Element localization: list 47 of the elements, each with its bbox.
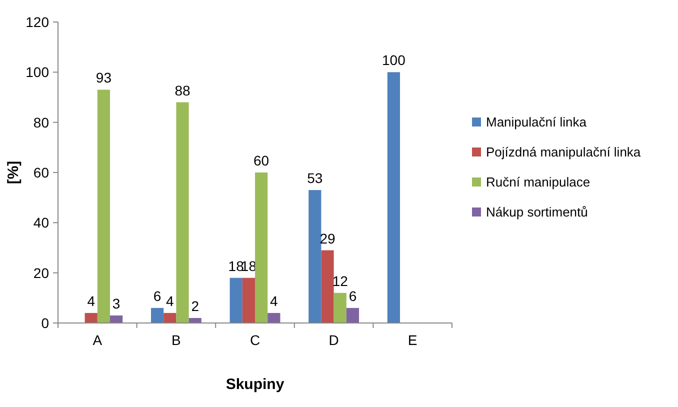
bar [346,308,360,323]
bar [334,292,346,323]
data-label: 53 [307,170,323,186]
legend-label: Ruční manipulace [486,174,590,190]
bar [84,312,98,323]
bar [110,315,123,323]
y-tick-label: 80 [33,114,50,130]
bar [230,278,242,323]
y-tick-label: 100 [26,64,50,80]
bar [150,308,164,323]
x-tick-label: D [328,332,339,348]
data-label: 100 [382,52,406,68]
y-tick-label: 120 [26,14,50,30]
data-label: 4 [166,292,174,309]
data-label: 2 [191,298,200,314]
data-label: 4 [87,292,96,309]
x-tick-label: A [92,332,103,348]
data-label: 6 [348,288,357,304]
bar [164,312,176,323]
bar [255,172,268,323]
x-tick-label: E [408,332,418,348]
bar [308,190,322,323]
bar [242,278,255,323]
x-tick-label: C [250,332,260,348]
data-label: 6 [153,288,162,304]
x-axis-title: Skupiny [226,376,285,393]
data-label: 4 [270,292,278,309]
y-tick-label: 20 [33,264,50,281]
legend-label: Nákup sortimentů [486,204,588,220]
data-label: 12 [332,272,348,289]
y-tick-label: 40 [33,214,50,231]
data-label: 88 [174,82,190,98]
x-tick-label: B [172,332,181,348]
data-label: 18 [228,258,244,274]
data-label: 60 [254,152,270,168]
bar [97,90,110,323]
bar [321,250,334,323]
y-tick-label: 0 [41,315,50,331]
bar [268,312,280,323]
y-tick-label: 60 [33,164,50,180]
bar [387,72,400,323]
legend-label: Pojízdná manipulační linka [486,144,642,160]
data-label: 3 [112,295,120,312]
data-label: 93 [96,70,112,86]
legend-label: Manipulační linka [486,114,588,130]
y-axis-title: [%] [5,160,22,184]
bar [176,102,189,323]
